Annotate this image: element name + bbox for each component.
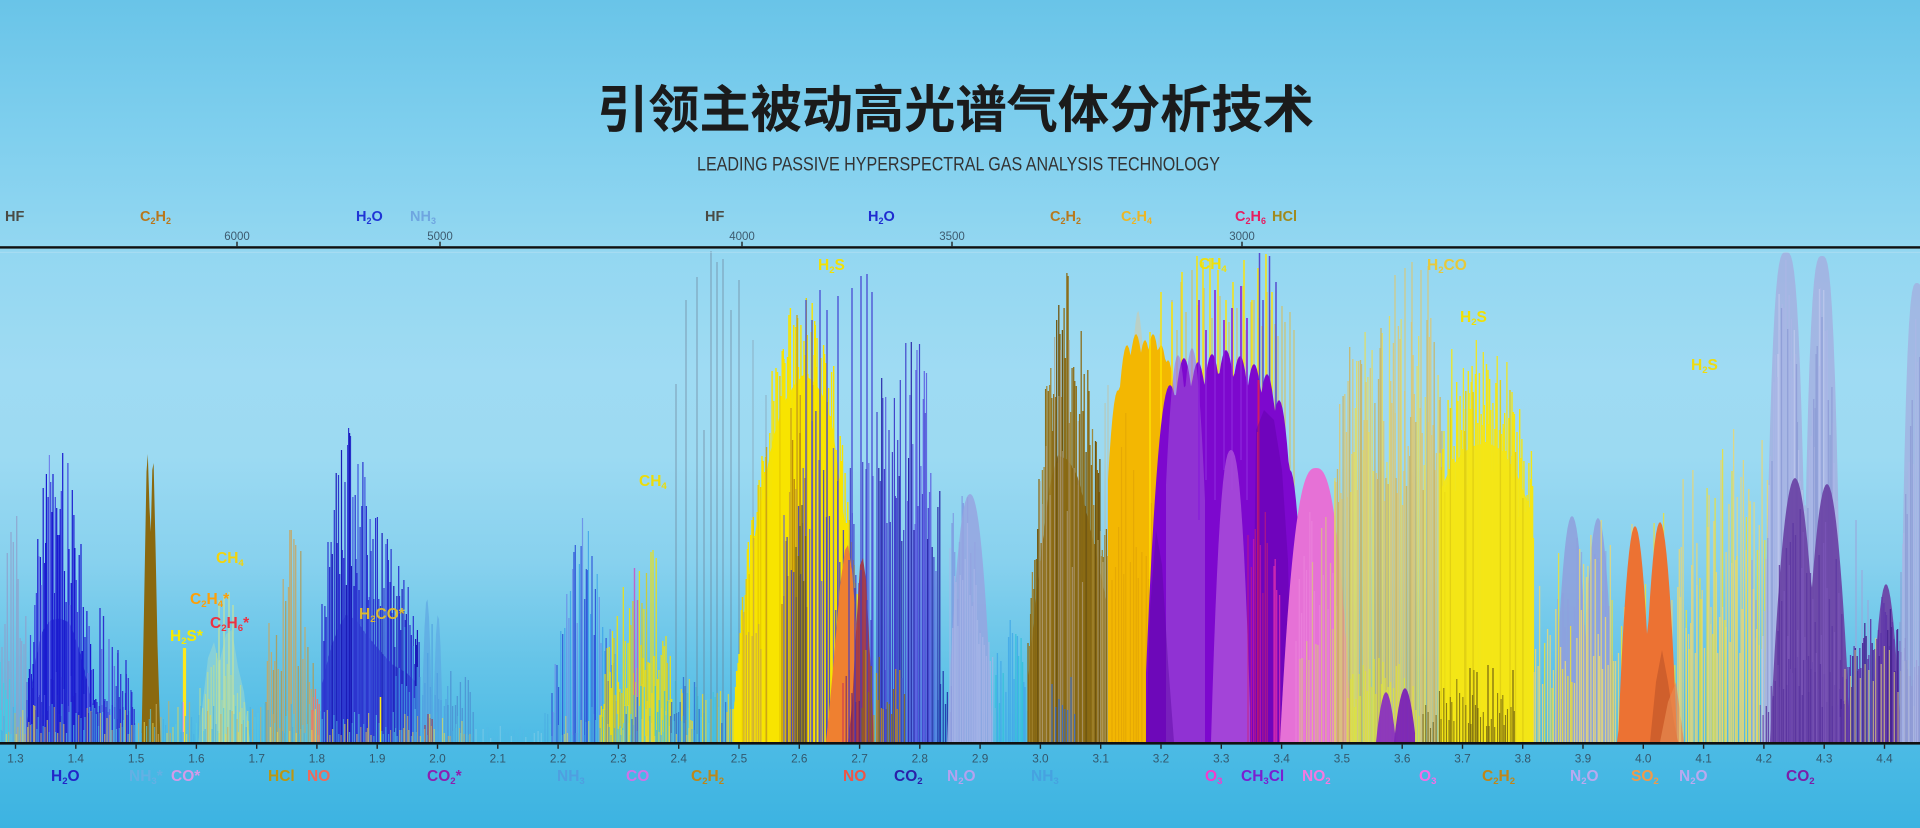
svg-text:3.5: 3.5: [1334, 752, 1351, 766]
svg-text:4.2: 4.2: [1756, 752, 1772, 766]
svg-text:NH3​: NH3​: [1031, 768, 1059, 787]
svg-text:1.9: 1.9: [369, 752, 385, 766]
svg-text:3.8: 3.8: [1515, 752, 1532, 766]
svg-text:CO2​: CO2​: [894, 768, 923, 787]
svg-text:1.3: 1.3: [7, 752, 24, 766]
svg-text:C2​H4​*: C2​H4​*: [190, 591, 230, 610]
svg-text:C2​H2​: C2​H2​: [1050, 209, 1081, 226]
svg-text:1.4: 1.4: [68, 752, 85, 766]
svg-text:C2​H2​: C2​H2​: [140, 209, 171, 226]
svg-text:4.4: 4.4: [1876, 752, 1893, 766]
svg-text:H2​O: H2​O: [356, 209, 383, 226]
svg-text:1.8: 1.8: [309, 752, 326, 766]
svg-text:3.4: 3.4: [1273, 752, 1290, 766]
svg-text:2.2: 2.2: [550, 752, 566, 766]
svg-text:2.3: 2.3: [610, 752, 627, 766]
svg-text:NO: NO: [307, 768, 330, 785]
svg-text:2.1: 2.1: [490, 752, 506, 766]
svg-text:CH3​Cl: CH3​Cl: [1241, 768, 1284, 787]
svg-text:3500: 3500: [939, 231, 965, 243]
svg-text:2.8: 2.8: [912, 752, 929, 766]
svg-text:3.6: 3.6: [1394, 752, 1411, 766]
svg-text:3.9: 3.9: [1575, 752, 1591, 766]
svg-text:N2​O: N2​O: [947, 768, 976, 787]
svg-text:C2​H4​: C2​H4​: [1121, 209, 1152, 226]
svg-text:4.0: 4.0: [1635, 752, 1652, 766]
svg-text:H2​S: H2​S: [818, 257, 845, 276]
svg-text:3.0: 3.0: [1032, 752, 1049, 766]
svg-text:5000: 5000: [427, 231, 453, 243]
svg-text:4.3: 4.3: [1816, 752, 1833, 766]
svg-text:LEADING PASSIVE HYPERSPECTRAL: LEADING PASSIVE HYPERSPECTRAL GAS ANALYS…: [697, 155, 1220, 176]
svg-text:CO: CO: [626, 768, 649, 785]
svg-text:NH3​: NH3​: [410, 209, 436, 226]
svg-text:C2​H2​: C2​H2​: [1482, 768, 1515, 787]
svg-text:CH4​: CH4​: [216, 550, 244, 569]
svg-text:H2​CO*: H2​CO*: [359, 606, 406, 625]
svg-text:3.2: 3.2: [1153, 752, 1169, 766]
svg-text:2.5: 2.5: [731, 752, 748, 766]
svg-text:1.6: 1.6: [188, 752, 205, 766]
svg-text:H2​S: H2​S: [1691, 357, 1718, 376]
svg-text:H2​O: H2​O: [51, 768, 80, 787]
svg-text:C2​H2​: C2​H2​: [691, 768, 724, 787]
svg-text:NO2​: NO2​: [1302, 768, 1331, 787]
svg-text:3.3: 3.3: [1213, 752, 1230, 766]
svg-text:HF: HF: [5, 209, 24, 225]
svg-text:6000: 6000: [224, 231, 250, 243]
svg-text:CH4​: CH4​: [1199, 256, 1227, 275]
svg-text:C2​H6​*: C2​H6​*: [210, 615, 250, 634]
svg-text:N2​O: N2​O: [1679, 768, 1708, 787]
svg-text:CO*: CO*: [171, 768, 201, 785]
svg-text:H2​S*: H2​S*: [170, 628, 204, 647]
svg-text:2.6: 2.6: [791, 752, 808, 766]
svg-text:NO: NO: [843, 768, 866, 785]
svg-text:H2​O: H2​O: [868, 209, 895, 226]
svg-text:2.9: 2.9: [972, 752, 988, 766]
svg-text:CO2​: CO2​: [1786, 768, 1815, 787]
svg-text:H2​CO: H2​CO: [1427, 257, 1467, 276]
svg-text:HF: HF: [705, 209, 724, 225]
svg-text:3.1: 3.1: [1092, 752, 1108, 766]
svg-text:NH3​: NH3​: [557, 768, 585, 787]
svg-text:SO2​: SO2​: [1631, 768, 1659, 787]
svg-text:NH3​*: NH3​*: [129, 768, 164, 787]
svg-text:N2​O: N2​O: [1570, 768, 1599, 787]
svg-text:3.7: 3.7: [1454, 752, 1470, 766]
svg-text:2.0: 2.0: [429, 752, 446, 766]
svg-text:4.1: 4.1: [1695, 752, 1711, 766]
svg-text:O3​: O3​: [1205, 768, 1222, 787]
svg-text:H2​S: H2​S: [1460, 309, 1487, 328]
svg-text:1.7: 1.7: [248, 752, 264, 766]
svg-text:2.7: 2.7: [851, 752, 867, 766]
svg-text:CO2​*: CO2​*: [427, 768, 463, 787]
svg-text:C2​H6​: C2​H6​: [1235, 209, 1266, 226]
svg-text:CH4​: CH4​: [639, 473, 667, 492]
svg-text:O3​: O3​: [1419, 768, 1436, 787]
svg-text:4000: 4000: [729, 231, 755, 243]
svg-text:HCl: HCl: [268, 768, 295, 785]
svg-text:1.5: 1.5: [128, 752, 145, 766]
svg-text:2.4: 2.4: [670, 752, 687, 766]
svg-text:3000: 3000: [1229, 231, 1255, 243]
svg-text:HCl: HCl: [1272, 209, 1297, 225]
